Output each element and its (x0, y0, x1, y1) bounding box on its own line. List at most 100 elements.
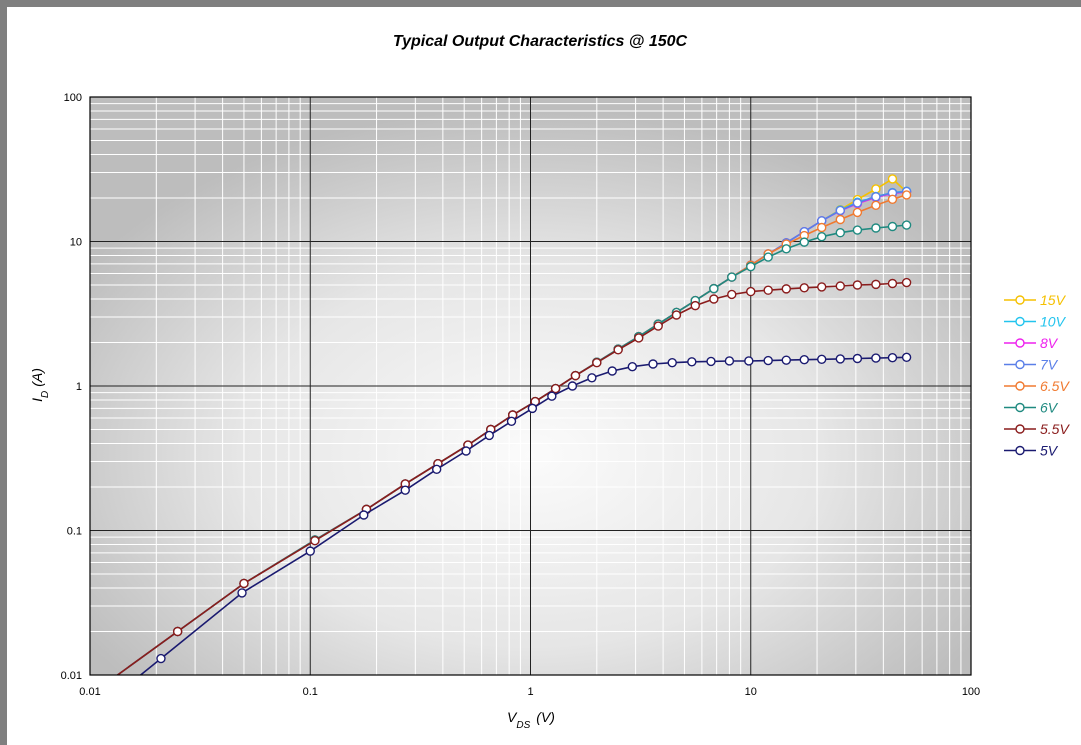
data-point (852, 225, 863, 235)
data-point (727, 289, 737, 300)
data-point (781, 355, 791, 365)
data-point (871, 223, 881, 233)
chart-title: Typical Output Characteristics @ 150C (393, 33, 688, 50)
data-point (461, 446, 471, 456)
data-point (887, 352, 898, 363)
legend-marker (1015, 295, 1025, 305)
data-point (817, 222, 827, 233)
data-point (727, 272, 737, 282)
data-point (871, 200, 881, 211)
legend-marker (1015, 381, 1025, 391)
series-5V (139, 352, 912, 675)
data-point (763, 355, 773, 366)
legend-label: 7V (1040, 357, 1059, 373)
data-point (781, 244, 791, 254)
data-point (744, 356, 754, 366)
data-point (709, 283, 719, 294)
data-point (484, 430, 494, 441)
data-point (550, 383, 561, 394)
data-point (887, 174, 898, 184)
legend-label: 10V (1040, 314, 1067, 330)
legend-marker (1015, 424, 1025, 434)
data-point (817, 354, 827, 365)
data-point (852, 207, 863, 218)
data-point (607, 366, 617, 376)
data-point (835, 354, 845, 364)
legend: 15V 10V 8V 7V 6.5V 6V 5.5V 5V (1004, 292, 1070, 459)
y-tick-label: 1 (76, 381, 82, 393)
data-point (648, 359, 658, 369)
legend-item: 5.5V (1004, 421, 1070, 437)
data-point (310, 535, 320, 546)
data-point (156, 653, 166, 664)
data-point (817, 231, 827, 242)
data-point (653, 321, 663, 331)
data-point (627, 362, 638, 372)
series-5.5V (116, 277, 912, 675)
data-point (746, 261, 756, 272)
legend-label: 8V (1040, 335, 1059, 351)
data-point (901, 352, 912, 362)
data-point (724, 356, 735, 366)
data-point (835, 281, 845, 291)
data-point (871, 192, 881, 202)
legend-item: 10V (1004, 314, 1067, 330)
data-point (547, 391, 557, 401)
plot-border (89, 96, 972, 676)
data-point (817, 282, 827, 292)
data-point (172, 626, 183, 637)
legend-item: 7V (1004, 357, 1059, 373)
legend-item: 6.5V (1004, 378, 1070, 394)
legend-label: 5.5V (1040, 421, 1070, 437)
legend-label: 6V (1040, 400, 1059, 416)
data-point (706, 356, 716, 367)
legend-marker (1015, 402, 1025, 413)
data-point (852, 280, 863, 290)
legend-marker (1015, 445, 1025, 456)
data-point (763, 285, 773, 295)
data-point (687, 357, 697, 367)
data-point (239, 578, 249, 589)
data-point (567, 381, 578, 391)
legend-label: 5V (1040, 443, 1059, 459)
data-point (887, 221, 898, 232)
data-point (527, 403, 538, 414)
data-point (799, 283, 809, 293)
data-point (746, 286, 756, 297)
data-point (709, 294, 719, 304)
data-point (359, 510, 369, 520)
series-layer (116, 174, 912, 675)
legend-item: 6V (1004, 400, 1059, 416)
data-point (237, 588, 247, 598)
x-tick-label: 1 (527, 686, 533, 698)
x-tick-label: 0.1 (303, 686, 318, 698)
y-tick-label: 0.1 (67, 526, 82, 538)
y-tick-label: 10 (70, 237, 82, 249)
data-point (871, 279, 881, 290)
legend-label: 15V (1040, 292, 1067, 308)
data-point (781, 284, 791, 294)
data-point (852, 198, 863, 208)
data-point (799, 237, 809, 247)
data-point (613, 345, 623, 355)
data-point (852, 353, 863, 364)
data-point (871, 353, 881, 363)
x-tick-label: 100 (962, 686, 980, 698)
data-point (887, 194, 898, 204)
data-point (887, 278, 898, 289)
x-tick-label: 0.01 (79, 686, 100, 698)
data-point (835, 214, 845, 225)
data-point (305, 546, 315, 556)
data-point (592, 357, 602, 368)
data-point (587, 373, 597, 383)
data-point (901, 277, 912, 288)
y-axis-ticks: 0.01 0.1 1 10 100 (61, 92, 82, 682)
data-point (400, 485, 410, 495)
data-point (835, 228, 845, 238)
legend-item: 15V (1004, 292, 1067, 308)
data-point (634, 333, 644, 343)
data-point (431, 464, 442, 475)
x-axis-label: VDS (V) (507, 709, 555, 731)
legend-marker (1015, 316, 1025, 327)
x-axis-ticks: 0.01 0.1 1 10 100 (79, 686, 980, 698)
